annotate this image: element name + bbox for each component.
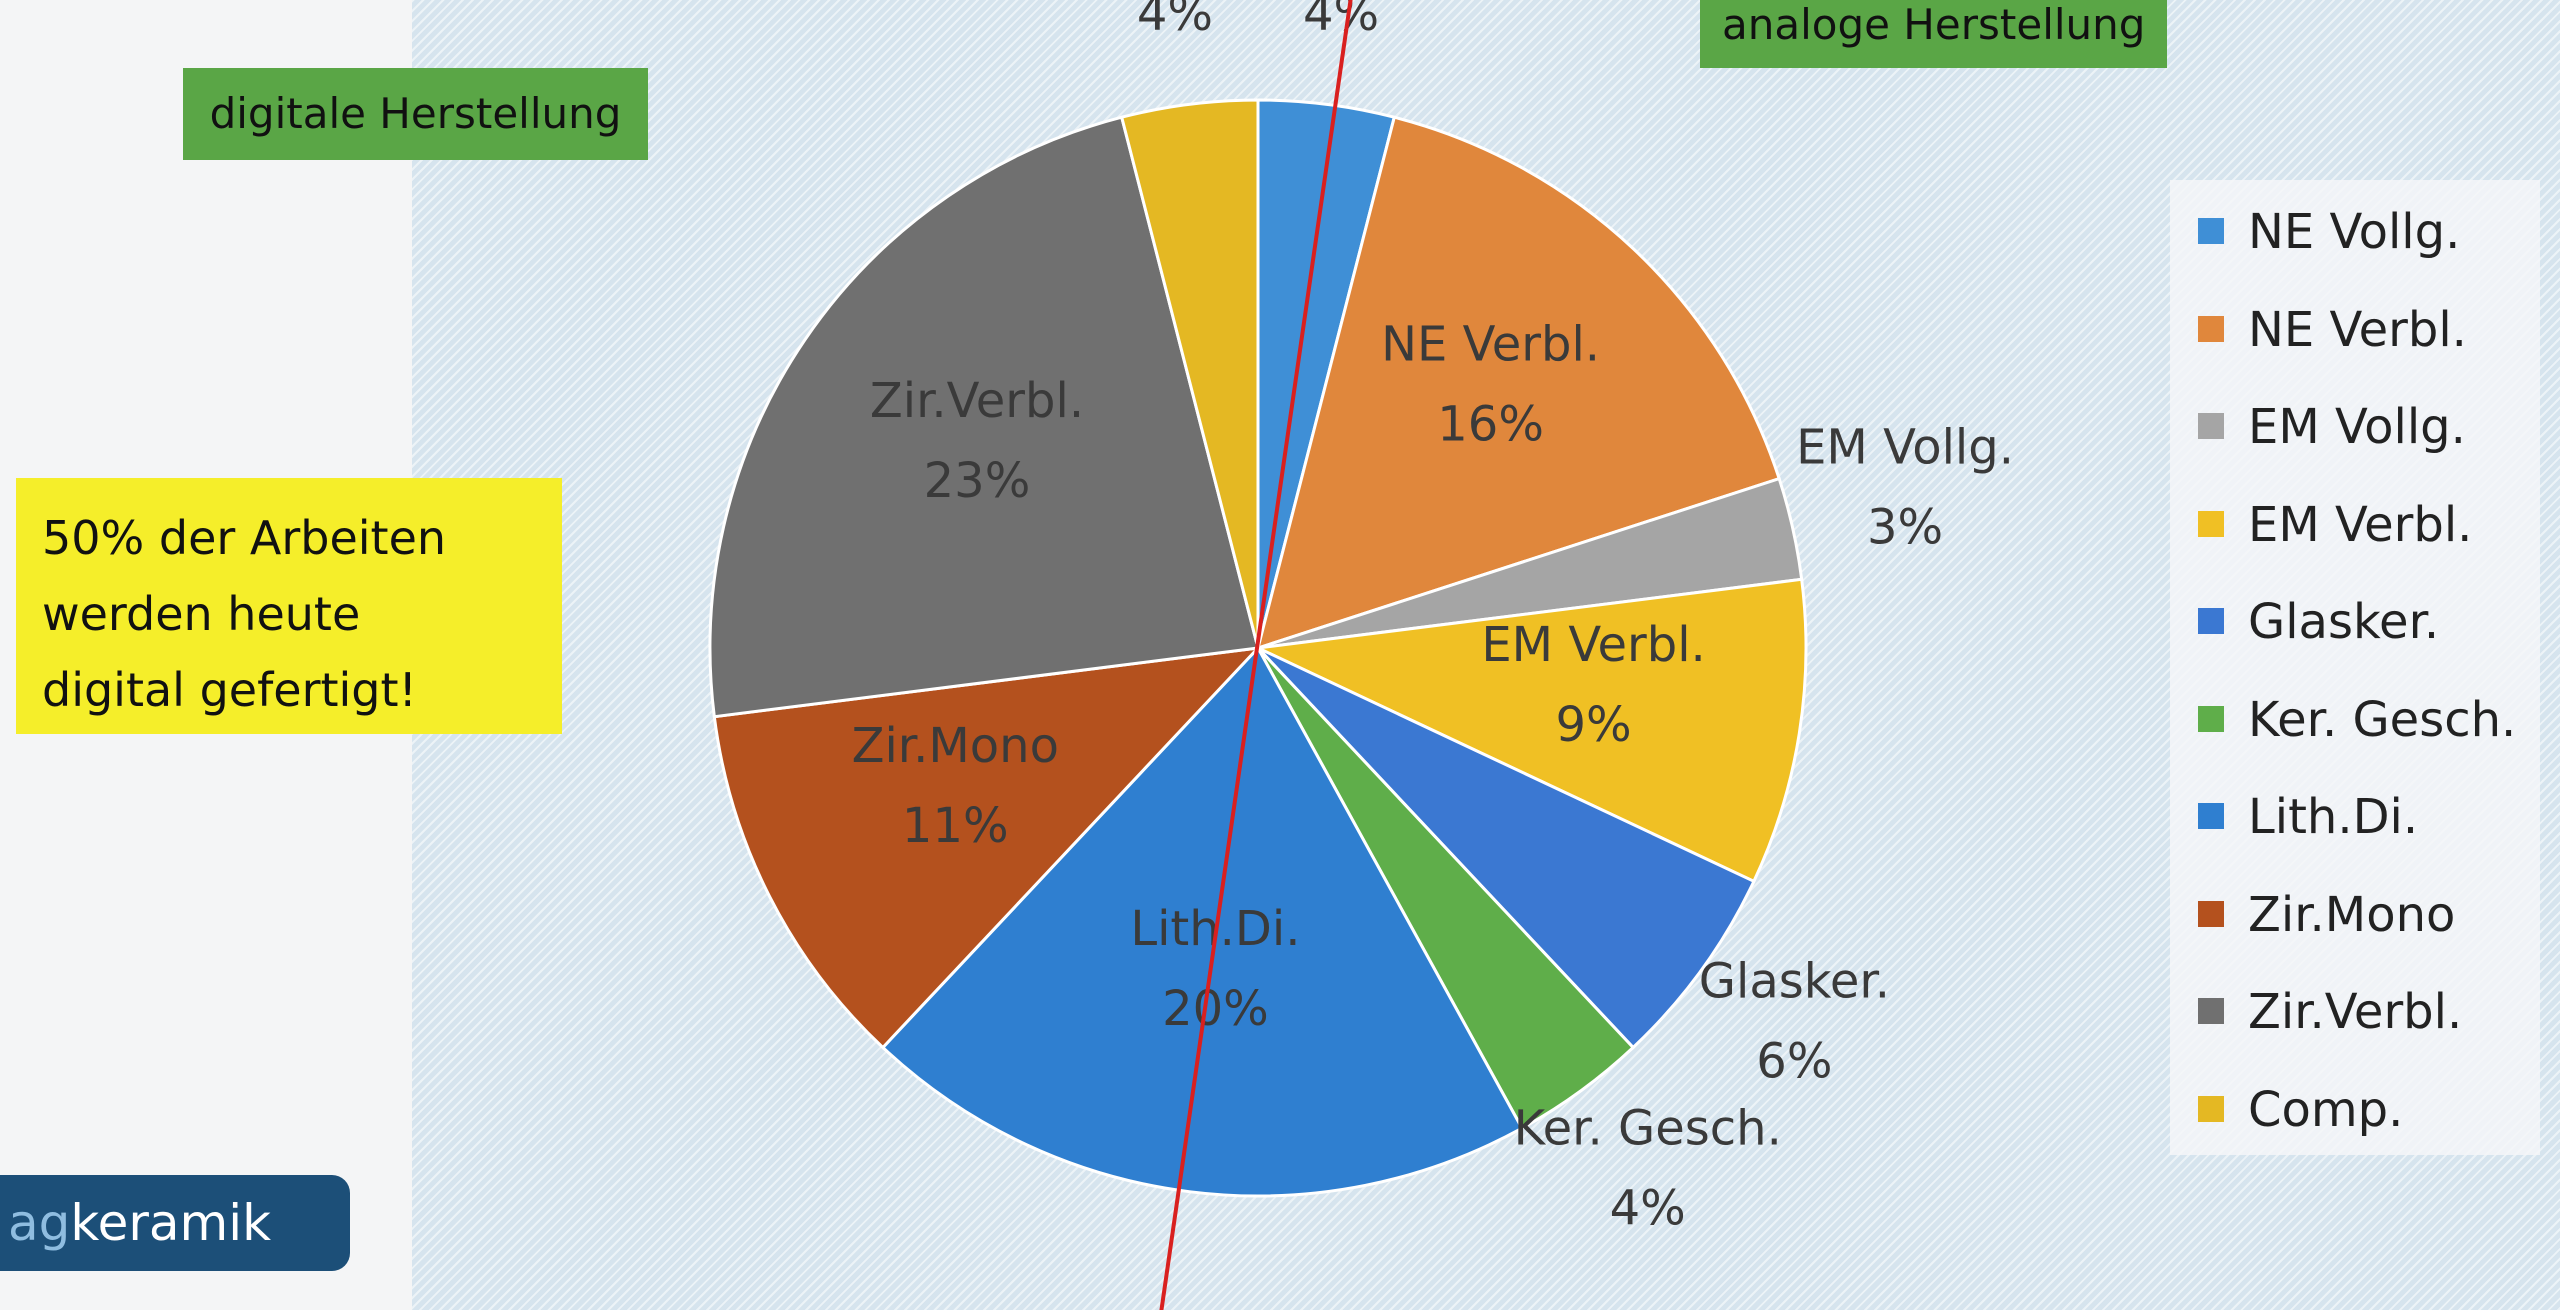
- pie-slice-ne-verbl: [1255, 115, 1782, 651]
- digital-production-tag: digitale Herstellung: [183, 68, 648, 160]
- data-label-em-vollg: EM Vollg. 3%: [1796, 419, 2014, 555]
- data-label-em-verbl: EM Verbl. 9%: [1481, 617, 1705, 753]
- divider-line: [1159, 0, 1353, 1310]
- pie-slice-em-verbl: [1252, 577, 1808, 884]
- pie-slice-lith-di: [880, 645, 1525, 1198]
- legend-item-comp: Comp.: [2198, 1080, 2403, 1140]
- legend-item-ne-verbl: NE Verbl.: [2198, 300, 2467, 360]
- legend-item-zir-mono: Zir.Mono: [2198, 885, 2455, 945]
- slice-value-text: 3%: [1867, 499, 1943, 555]
- slice-value-text: 9%: [1555, 697, 1631, 753]
- legend-item-ne-vollg: NE Vollg.: [2198, 202, 2460, 262]
- legend-label: Lith.Di.: [2248, 789, 2419, 845]
- pie-slice-zir-mono: [712, 645, 1262, 1050]
- legend-item-ker-gesch: Ker. Gesch.: [2198, 690, 2516, 750]
- legend-swatch: [2198, 413, 2224, 439]
- data-label-zir-mono: Zir.Mono 11%: [852, 718, 1059, 854]
- data-label-glasker: Glasker. 6%: [1699, 954, 1890, 1090]
- legend-item-em-verbl: EM Verbl.: [2198, 495, 2472, 555]
- data-label-lith-di: Lith.Di.20%: [1130, 901, 1300, 1037]
- legend-label: Zir.Verbl.: [2248, 984, 2463, 1040]
- slice-value-text: 23%: [924, 453, 1031, 509]
- data-label-ne-verbl: NE Verbl. 16%: [1381, 316, 1600, 452]
- legend-item-glasker: Glasker.: [2198, 592, 2439, 652]
- data-label-ne-vollg: NE Vollg.4%: [1303, 0, 1379, 42]
- pie-slice-zir-verbl: [708, 115, 1260, 719]
- legend-swatch: [2198, 705, 2224, 732]
- legend-swatch: [2198, 1095, 2224, 1122]
- agkeramik-logo: agkeramik: [0, 1175, 350, 1271]
- legend-item-lith-di: Lith.Di.: [2198, 787, 2418, 847]
- legend-label: Comp.: [2248, 1081, 2404, 1138]
- slice-label-text: Zir.Mono: [852, 718, 1059, 774]
- legend-swatch: [2198, 218, 2224, 244]
- logo-prefix: ag: [8, 1194, 71, 1252]
- legend-label: NE Vollg.: [2248, 204, 2461, 260]
- data-label-comp: Comp.4%: [1137, 0, 1213, 42]
- legend-label: Ker. Gesch.: [2248, 691, 2517, 748]
- digital-share-note: 50% der Arbeiten werden heute digital ge…: [16, 478, 562, 734]
- slice-label-text: EM Verbl.: [1481, 617, 1705, 673]
- legend-label: EM Vollg.: [2248, 399, 2466, 455]
- legend-label: Zir.Mono: [2248, 886, 2456, 943]
- legend-swatch: [2198, 998, 2224, 1024]
- legend-swatch: [2198, 315, 2224, 342]
- data-label-ker-gesch: Ker. Gesch. 4%: [1514, 1100, 1782, 1236]
- legend-item-zir-verbl: Zir.Verbl.: [2198, 982, 2462, 1042]
- legend-label: NE Verbl.: [2248, 301, 2467, 358]
- pie-slice-glasker: [1256, 646, 1756, 1050]
- legend-swatch: [2198, 803, 2224, 829]
- legend-label: EM Verbl.: [2248, 496, 2473, 553]
- data-label-zir-verbl: Zir.Verbl. 23%: [870, 373, 1084, 509]
- legend-item-em-vollg: EM Vollg.: [2198, 397, 2466, 457]
- slice-label-text: NE Verbl.: [1381, 316, 1600, 372]
- slice-value-text: 16%: [1437, 396, 1544, 452]
- legend-swatch: [2198, 510, 2224, 537]
- slice-label-text: Ker. Gesch.: [1514, 1100, 1782, 1156]
- legend-label: Glasker.: [2248, 594, 2440, 650]
- slice-value-text: 20%: [1162, 981, 1269, 1037]
- slice-label-text: Zir.Verbl.: [870, 373, 1084, 429]
- slice-label-text: Glasker.: [1699, 954, 1890, 1010]
- slice-value-text: 6%: [1756, 1034, 1832, 1090]
- pie-slice-comp: [1119, 98, 1260, 649]
- slice-value-text: 4%: [1610, 1180, 1686, 1236]
- legend-swatch: [2198, 608, 2224, 634]
- slice-value-text: 4%: [1137, 0, 1213, 42]
- slice-label-text: EM Vollg.: [1796, 419, 2014, 475]
- chart-legend: NE Vollg. NE Verbl. EM Vollg. EM Verbl. Glas…: [2170, 180, 2540, 1155]
- analog-production-tag: analoge Herstellung: [1700, 0, 2168, 68]
- slice-value-text: 11%: [902, 798, 1009, 854]
- logo-name: keramik: [70, 1194, 272, 1252]
- legend-swatch: [2198, 900, 2224, 927]
- slice-value-text: 4%: [1303, 0, 1379, 42]
